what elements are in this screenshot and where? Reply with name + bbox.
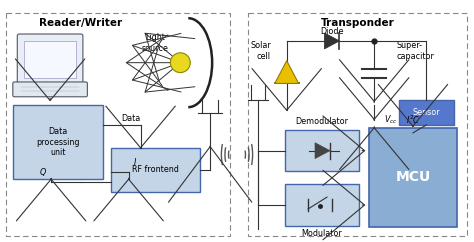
Text: Data
processing
unit: Data processing unit: [36, 127, 80, 157]
Text: Q: Q: [40, 168, 46, 177]
Text: Demodulator: Demodulator: [295, 117, 348, 127]
Text: $I^2C$: $I^2C$: [406, 114, 420, 126]
Text: Reader/Writer: Reader/Writer: [39, 18, 122, 28]
Polygon shape: [325, 33, 339, 49]
Circle shape: [170, 53, 190, 73]
Bar: [369, 128, 457, 227]
Text: Diode: Diode: [321, 27, 344, 36]
Text: MCU: MCU: [395, 170, 430, 184]
Bar: [285, 184, 359, 226]
Text: Modulator: Modulator: [301, 229, 342, 238]
Polygon shape: [275, 61, 299, 83]
Bar: [6, 13, 230, 236]
FancyBboxPatch shape: [17, 34, 83, 85]
Text: Transponder: Transponder: [320, 18, 394, 28]
Polygon shape: [315, 143, 330, 159]
Bar: [285, 130, 359, 171]
Bar: [111, 148, 200, 192]
Bar: [399, 100, 454, 125]
Bar: [248, 13, 466, 236]
Text: Super-
capacitor: Super- capacitor: [396, 41, 434, 60]
Text: Data: Data: [121, 113, 140, 122]
Text: RF frontend: RF frontend: [132, 166, 179, 174]
Text: Solar
cell: Solar cell: [250, 41, 271, 60]
Text: Sensor: Sensor: [412, 108, 440, 117]
Bar: [13, 105, 103, 179]
Text: $V_{cc}$: $V_{cc}$: [384, 114, 398, 126]
Text: Light
source: Light source: [142, 33, 169, 53]
Bar: [24, 41, 76, 78]
FancyBboxPatch shape: [13, 82, 87, 97]
Text: I: I: [133, 158, 136, 167]
